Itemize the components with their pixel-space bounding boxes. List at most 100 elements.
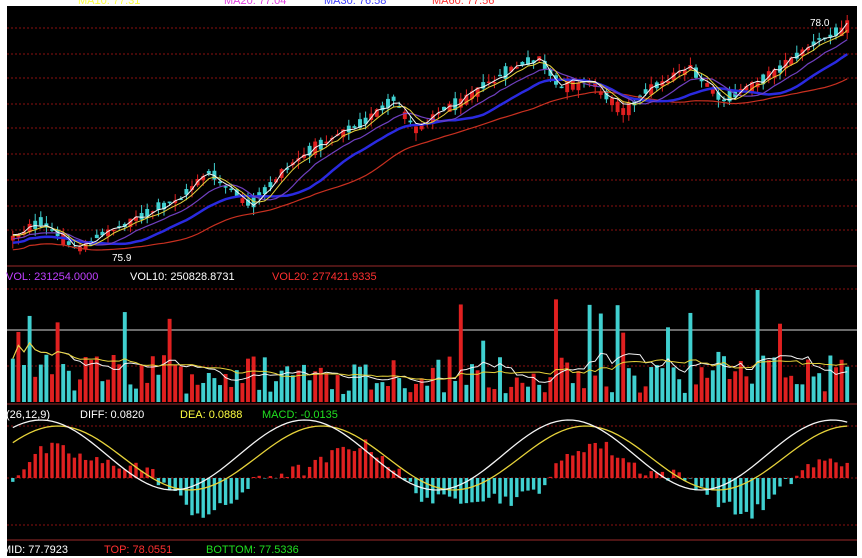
macd-histogram-bar: [403, 478, 407, 481]
macd-histogram-bar: [750, 478, 754, 519]
macd-histogram-bar: [50, 442, 54, 478]
macd-histogram-bar: [201, 478, 205, 518]
candle-body: [167, 201, 172, 204]
macd-histogram-bar: [487, 478, 491, 498]
volume-bar: [598, 313, 603, 402]
volume-bar: [50, 374, 54, 402]
macd-histogram-bar: [268, 476, 273, 478]
macd-histogram-bar: [61, 445, 65, 478]
macd-histogram-bar: [229, 478, 233, 504]
candle-body: [531, 60, 536, 64]
candle-body: [671, 72, 676, 81]
macd-histogram-bar: [117, 468, 121, 478]
candle-body: [475, 87, 480, 97]
candle-body: [178, 198, 183, 201]
candle-body: [380, 105, 385, 111]
volume-bar: [615, 305, 620, 402]
macd-histogram-bar: [33, 453, 37, 478]
volume-bar: [582, 388, 586, 402]
volume-bar: [89, 360, 94, 402]
candle-body: [520, 61, 525, 66]
volume-bar: [156, 374, 161, 402]
candle-body: [834, 27, 838, 36]
volume-bar: [268, 391, 273, 402]
macd-histogram-bar: [643, 475, 648, 478]
candle-body: [150, 211, 155, 213]
volume-bar: [262, 357, 267, 402]
volume-bar: [10, 358, 15, 402]
candle-body: [442, 106, 446, 111]
volume-bar: [688, 312, 693, 402]
candle-body: [27, 223, 32, 233]
volume-bar: [671, 367, 676, 402]
volume-bar: [699, 367, 704, 402]
candle-body: [313, 141, 318, 156]
macd-histogram-bar: [291, 466, 295, 478]
candle-body: [128, 218, 133, 228]
macd-histogram-bar: [459, 478, 463, 504]
volume-bar: [761, 355, 766, 402]
candle-body: [285, 168, 290, 170]
macd-histogram-bar: [408, 478, 413, 482]
candle-body: [682, 70, 687, 76]
volume-bar: [33, 376, 38, 402]
macd-histogram-bar: [184, 478, 189, 505]
macd-histogram-bar: [195, 478, 200, 514]
candle-body: [414, 126, 418, 134]
volume-bar: [173, 364, 178, 402]
volume-bar: [682, 392, 687, 402]
macd-histogram-bar: [733, 478, 737, 515]
candle-body: [643, 89, 648, 94]
macd-histogram-bar: [89, 460, 93, 478]
candle-body: [16, 234, 21, 238]
macd-histogram-bar: [621, 458, 625, 478]
macd-histogram-bar: [285, 476, 289, 478]
candle-body: [839, 27, 844, 37]
macd-histogram-bar: [509, 478, 513, 506]
candle-body: [391, 96, 396, 101]
candle-body: [783, 59, 788, 69]
volume-bar: [436, 359, 441, 402]
volume-bar: [296, 370, 301, 402]
macd-histogram-bar: [302, 475, 306, 478]
volume-bar: [106, 379, 110, 402]
macd-histogram-bar: [251, 476, 256, 478]
macd-histogram-bar: [257, 475, 261, 478]
macd-histogram-bar: [397, 468, 401, 478]
volume-bar: [195, 384, 200, 402]
volume-bar: [677, 379, 682, 402]
macd-histogram-bar: [711, 478, 715, 491]
high-price-label: 78.0: [810, 18, 830, 29]
macd-histogram-bar: [111, 465, 116, 478]
volume-bar: [274, 381, 278, 402]
macd-histogram-bar: [481, 478, 485, 502]
macd-histogram-bar: [319, 456, 323, 478]
volume-bar: [22, 365, 26, 402]
volume-bar: [318, 367, 323, 402]
volume-bar: [223, 373, 228, 402]
candle-body: [565, 80, 570, 93]
macd-histogram-bar: [576, 451, 581, 478]
volume-bar: [307, 380, 312, 402]
candle-body: [542, 60, 547, 69]
volume-bar: [352, 364, 357, 402]
macd-histogram-bar: [11, 478, 15, 482]
macd-histogram-bar: [828, 458, 833, 478]
candle-body: [94, 234, 99, 239]
macd-histogram-bar: [375, 457, 379, 478]
vol10-line: [12, 342, 848, 383]
volume-bar: [705, 377, 710, 402]
macd-histogram-bar: [559, 460, 564, 478]
macd-histogram-bar: [330, 450, 334, 478]
candle-body: [845, 20, 850, 33]
macd-histogram-bar: [744, 478, 749, 512]
macd-histogram-bar: [246, 478, 250, 489]
macd-histogram-bar: [207, 478, 211, 515]
volume-bar: [531, 373, 536, 402]
volume-bar: [660, 368, 665, 402]
macd-histogram-bar: [739, 478, 743, 514]
macd-histogram-bar: [72, 457, 77, 478]
candle-body: [324, 141, 329, 144]
